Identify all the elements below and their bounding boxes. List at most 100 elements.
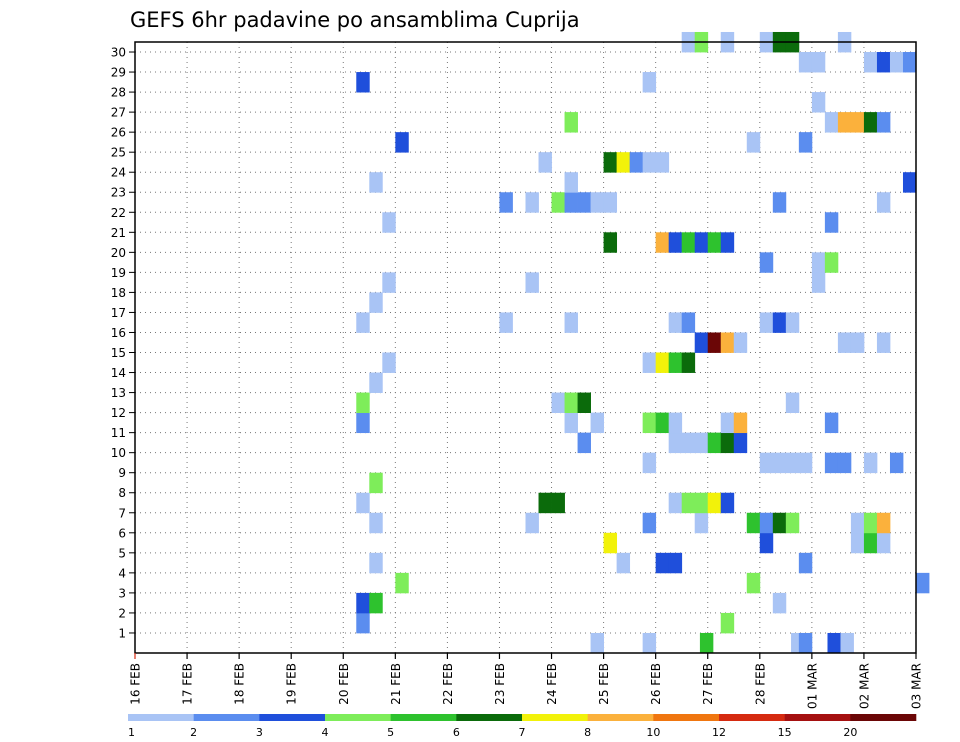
- data-cell: [681, 492, 696, 514]
- data-cell: [668, 232, 683, 253]
- x-axis: 16 FEB 17 FEB 18 FEB 19 FEB 20 FEB 21 FEB 22 F…: [129, 653, 924, 709]
- y-tick-label: 28: [111, 86, 126, 100]
- x-tick-label: 18 FEB: [233, 663, 247, 705]
- y-tick-label: 10: [111, 446, 126, 460]
- data-cell: [798, 52, 813, 73]
- data-cell: [382, 212, 396, 233]
- y-tick-label: 11: [111, 426, 126, 440]
- y-tick-label: 29: [111, 66, 126, 80]
- data-cell: [772, 192, 787, 213]
- data-cell: [356, 312, 370, 333]
- data-cell: [699, 632, 714, 654]
- y-tick-label: 2: [118, 606, 126, 620]
- colorbar-label: 6: [453, 726, 460, 739]
- x-tick-label: 23 FEB: [493, 663, 507, 705]
- data-cell: [798, 552, 813, 574]
- x-tick-label: 01 MAR: [805, 663, 819, 709]
- y-tick-label: 1: [118, 626, 126, 640]
- data-cell: [642, 632, 657, 654]
- data-cell: [616, 552, 631, 574]
- data-cell: [369, 372, 383, 393]
- x-tick-label: 16 FEB: [129, 663, 143, 705]
- data-cell: [840, 632, 854, 654]
- data-cell: [668, 552, 683, 574]
- y-tick-label: 16: [111, 326, 126, 340]
- x-tick-label: 26 FEB: [649, 663, 663, 705]
- data-cell: [369, 472, 383, 494]
- data-cell: [824, 112, 839, 133]
- data-cell: [551, 392, 565, 413]
- colorbar-segment: [719, 714, 785, 721]
- data-cell: [395, 132, 409, 153]
- y-tick-label: 3: [118, 586, 126, 600]
- x-tick-label: 17 FEB: [181, 663, 195, 705]
- data-cell: [863, 112, 878, 133]
- colorbar-segment: [128, 714, 194, 721]
- y-tick-label: 17: [111, 306, 126, 320]
- x-tick-label: 03 MAR: [910, 663, 924, 709]
- data-cell: [551, 192, 565, 213]
- data-cell: [655, 412, 670, 434]
- y-tick-label: 26: [111, 126, 126, 140]
- data-cell: [577, 192, 591, 213]
- data-cell: [525, 272, 539, 293]
- x-tick-label: 19 FEB: [285, 663, 299, 705]
- colorbar-segment: [390, 714, 457, 721]
- data-cell: [707, 492, 722, 514]
- data-cell: [798, 132, 813, 153]
- data-cell: [863, 532, 878, 554]
- data-cell: [538, 152, 552, 173]
- data-cell: [824, 252, 839, 273]
- data-cell: [577, 432, 591, 454]
- y-tick-label: 24: [111, 166, 126, 180]
- data-cell: [642, 512, 657, 534]
- y-tick-label: 21: [111, 226, 126, 240]
- data-cell: [785, 512, 800, 534]
- colorbar-label: 4: [322, 726, 329, 739]
- data-cell: [655, 352, 670, 373]
- data-cell: [369, 552, 383, 574]
- data-cell: [785, 452, 800, 474]
- x-tick-label: 25 FEB: [597, 663, 611, 705]
- y-tick-label: 18: [111, 286, 126, 300]
- data-cell: [694, 432, 709, 454]
- data-cell: [863, 52, 878, 73]
- data-cell: [889, 452, 904, 474]
- x-tick-label: 24 FEB: [545, 663, 559, 705]
- data-cell: [850, 512, 865, 534]
- data-cell: [564, 172, 578, 193]
- data-cell: [616, 152, 631, 173]
- data-cell: [694, 492, 709, 514]
- data-cell: [720, 612, 735, 634]
- data-cell: [603, 152, 618, 173]
- x-tick-label: 20 FEB: [337, 663, 351, 705]
- data-cell: [525, 512, 539, 534]
- data-cell: [863, 452, 878, 474]
- colorbar-label: 1: [128, 726, 135, 739]
- data-cell: [733, 412, 748, 434]
- data-cell: [759, 312, 774, 333]
- data-cell: [902, 52, 917, 73]
- colorbar-label: 7: [519, 726, 526, 739]
- data-cell: [356, 612, 370, 634]
- y-tick-label: 9: [118, 466, 126, 480]
- colorbar-label: 8: [584, 726, 591, 739]
- data-cell: [707, 332, 722, 353]
- data-cell: [720, 232, 735, 253]
- data-cell: [798, 452, 813, 474]
- data-cell: [746, 512, 761, 534]
- data-cell: [876, 332, 891, 353]
- y-tick-label: 14: [111, 366, 126, 380]
- colorbar-label: 5: [387, 726, 394, 739]
- data-cell: [356, 72, 370, 93]
- data-cell: [356, 412, 370, 434]
- data-cell: [707, 432, 722, 454]
- data-cell: [356, 492, 370, 514]
- data-cell: [837, 112, 852, 133]
- colorbar-label: 2: [190, 726, 197, 739]
- data-cell: [525, 192, 539, 213]
- data-cell: [642, 452, 657, 474]
- data-cell: [772, 312, 787, 333]
- data-cell: [382, 352, 396, 373]
